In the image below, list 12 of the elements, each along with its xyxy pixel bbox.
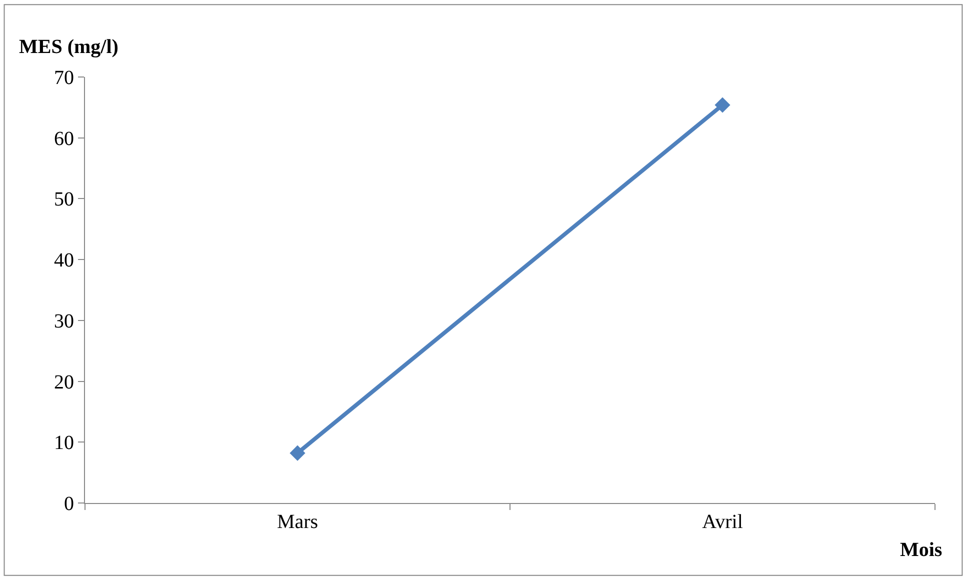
y-axis-title: MES (mg/l) xyxy=(19,36,118,58)
x-tick-label: Avril xyxy=(702,511,744,533)
y-tick-label: 70 xyxy=(54,67,74,89)
y-tick-label: 20 xyxy=(54,371,74,394)
x-tick-label: Mars xyxy=(276,511,318,533)
y-tick-label: 0 xyxy=(64,493,74,515)
y-tick-label: 40 xyxy=(54,250,74,272)
y-tick-label: 50 xyxy=(54,188,74,211)
y-tick-label: 60 xyxy=(54,128,74,150)
y-tick-label: 10 xyxy=(54,432,74,454)
x-axis-title: Mois xyxy=(900,539,942,561)
y-tick-label: 30 xyxy=(54,310,74,332)
